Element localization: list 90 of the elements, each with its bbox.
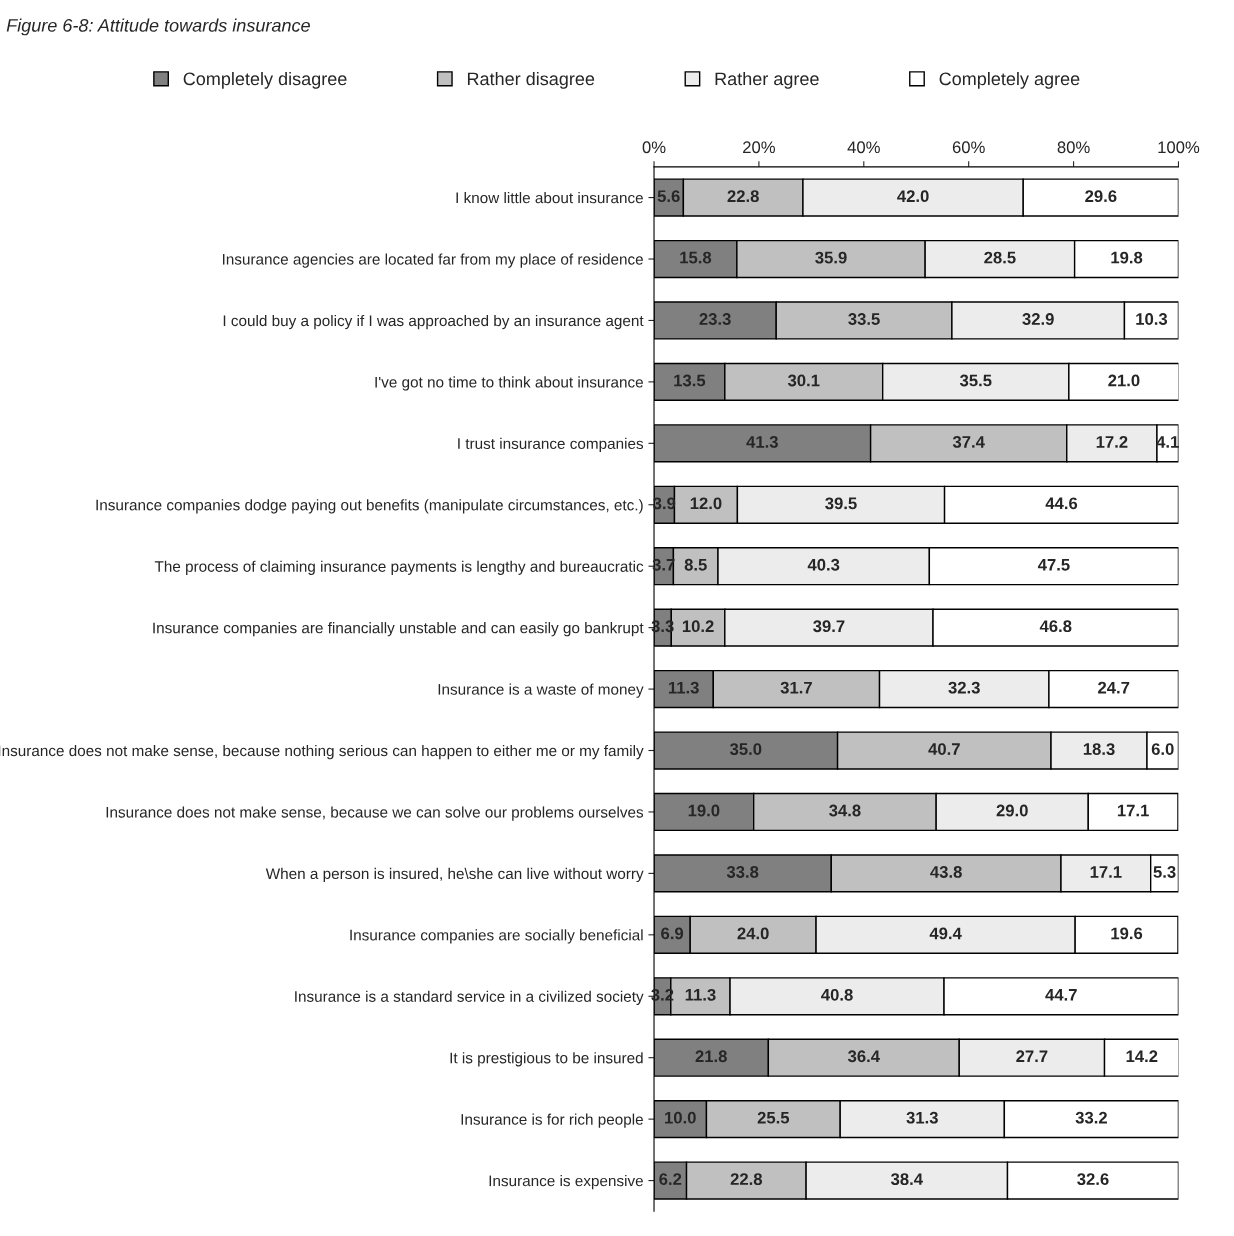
x-tick-label: 0%	[642, 141, 666, 154]
data-label: 46.8	[1039, 620, 1072, 633]
data-label: 25.5	[757, 1111, 790, 1124]
data-label: 6.0	[1151, 743, 1174, 755]
x-tick-label: 60%	[952, 141, 985, 154]
x-tick-label: 40%	[847, 141, 880, 154]
data-label: 17.1	[1090, 866, 1122, 878]
y-tick-label: Insurance is for rich people	[461, 1113, 643, 1128]
data-label: 14.2	[1126, 1050, 1158, 1062]
data-label: 10.3	[1136, 313, 1168, 325]
data-label: 19.0	[688, 804, 720, 817]
data-label: 39.7	[813, 620, 845, 633]
y-tick-label: When a person is insured, he\she can live without worry	[265, 867, 644, 883]
data-label: 11.3	[668, 681, 699, 694]
data-label: 17.1	[1117, 804, 1149, 817]
data-label: 40.8	[821, 988, 853, 1001]
data-label: 22.8	[727, 190, 759, 203]
data-label: 21.8	[695, 1050, 727, 1063]
legend-label: Rather agree	[715, 71, 819, 89]
data-label: 13.5	[674, 374, 706, 387]
y-tick-label: Insurance does not make sense, because we can solve our problems ourselves	[106, 806, 644, 821]
legend-label: Completely agree	[939, 71, 1080, 89]
data-label: 24.0	[737, 927, 769, 940]
data-label: 17.2	[1096, 436, 1128, 448]
y-tick-label: I could buy a policy if I was approached by an insurance agent	[223, 314, 644, 330]
data-label: 44.6	[1045, 497, 1078, 510]
y-tick-label: The process of claiming insurance payments is lengthy and bureaucratic	[154, 560, 644, 575]
y-tick-label: Insurance is expensive	[489, 1175, 643, 1190]
x-tick-label: 100%	[1158, 141, 1200, 154]
data-label: 38.4	[890, 1173, 923, 1186]
y-tick-label: Insurance companies are socially beneficial	[350, 929, 643, 944]
data-label: 28.5	[984, 251, 1016, 264]
data-label: 35.9	[815, 251, 847, 264]
data-label: 36.4	[847, 1050, 880, 1063]
y-tick-label: Insurance is a standard service in a civilized society	[295, 990, 644, 1005]
data-label: 49.4	[929, 927, 962, 940]
data-label: 40.3	[807, 558, 840, 571]
data-label: 18.3	[1083, 743, 1115, 755]
data-label: 23.3	[699, 313, 731, 325]
data-label: 10.0	[665, 1111, 696, 1124]
data-label: 43.8	[930, 866, 962, 878]
data-label: 6.2	[659, 1173, 682, 1186]
y-tick-label: I've got no time to think about insurance	[375, 376, 643, 391]
y-tick-label: Insurance agencies are located far from my place of residence	[222, 253, 643, 268]
data-label: 31.3	[906, 1111, 938, 1124]
data-label: 5.6	[657, 190, 680, 203]
data-label: 44.7	[1045, 989, 1077, 1001]
data-label: 29.0	[996, 804, 1028, 817]
y-tick-label: Insurance companies are financially unstable and can easily go bankrupt	[153, 622, 644, 637]
data-label: 10.2	[682, 620, 714, 633]
data-label: 11.3	[685, 988, 716, 1001]
data-label: 24.7	[1098, 681, 1130, 694]
data-label: 32.3	[948, 681, 980, 694]
x-tick-label: 20%	[743, 141, 775, 154]
data-label: 5.3	[1153, 866, 1176, 878]
data-label: 6.9	[661, 927, 684, 940]
data-label: 33.5	[848, 313, 880, 325]
y-tick-label: Insurance is a waste of money	[438, 683, 644, 698]
text: Figure 6-8: Attitude towards insurance	[6, 18, 310, 36]
data-label: 33.2	[1075, 1111, 1107, 1124]
data-label: 41.3	[746, 436, 778, 448]
data-label: 35.0	[729, 743, 762, 755]
data-label: 19.6	[1111, 927, 1143, 940]
data-label: 31.7	[780, 681, 812, 694]
data-label: 30.1	[787, 374, 820, 387]
data-label: 40.7	[928, 743, 960, 755]
y-tick-label: I trust insurance companies	[458, 437, 644, 453]
data-label: 12.0	[690, 497, 722, 510]
y-tick-label: I know little about insurance	[456, 192, 643, 204]
data-label: 34.8	[829, 804, 861, 817]
data-label: 32.6	[1077, 1173, 1109, 1186]
y-tick-label: Insurance companies dodge paying out benefits (manipulate circumstances, etc.)	[96, 499, 643, 514]
data-label: 29.6	[1085, 190, 1117, 203]
data-label: 47.5	[1037, 559, 1070, 571]
data-label: 8.5	[684, 558, 707, 571]
data-label: 39.5	[825, 497, 857, 510]
legend-label: Completely disagree	[183, 71, 347, 89]
data-label: 33.8	[726, 866, 759, 878]
legend-label: Rather disagree	[467, 71, 595, 89]
data-label: 32.9	[1022, 313, 1054, 325]
data-label: 15.8	[680, 251, 712, 264]
data-label: 22.8	[730, 1173, 763, 1186]
data-label: 27.7	[1016, 1050, 1048, 1062]
data-label: 35.5	[959, 374, 992, 387]
y-tick-label: It is prestigious to be insured	[450, 1052, 643, 1067]
data-label: 19.8	[1111, 251, 1143, 264]
data-label: 42.0	[897, 190, 929, 203]
data-label: 21.0	[1108, 374, 1140, 387]
x-tick-label: 80%	[1057, 141, 1090, 154]
data-label: 37.4	[952, 436, 985, 448]
